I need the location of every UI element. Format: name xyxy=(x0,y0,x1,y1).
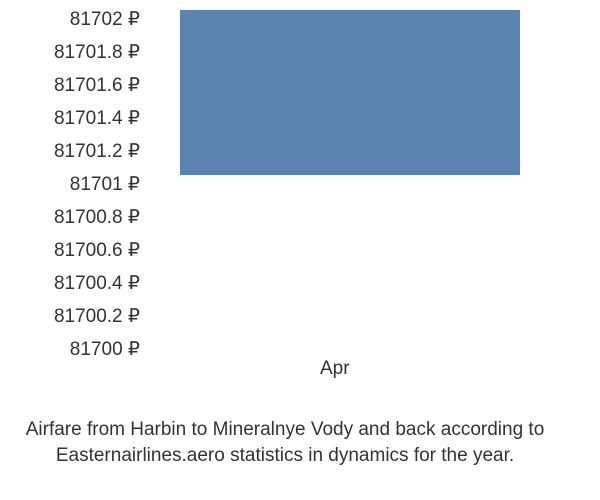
plot-area xyxy=(165,10,535,340)
y-tick-10: 81700 ₽ xyxy=(0,340,140,359)
chart-caption: Airfare from Harbin to Mineralnye Vody a… xyxy=(0,417,570,470)
y-tick-9: 81700.2 ₽ xyxy=(0,307,140,326)
y-tick-2: 81701.6 ₽ xyxy=(0,76,140,95)
y-tick-7: 81700.6 ₽ xyxy=(0,241,140,260)
y-tick-3: 81701.4 ₽ xyxy=(0,109,140,128)
bar-apr xyxy=(180,10,520,175)
x-label-apr: Apr xyxy=(320,358,350,380)
y-tick-6: 81700.8 ₽ xyxy=(0,208,140,227)
y-tick-4: 81701.2 ₽ xyxy=(0,142,140,161)
y-tick-0: 81702 ₽ xyxy=(0,10,140,29)
airfare-chart: 81702 ₽ 81701.8 ₽ 81701.6 ₽ 81701.4 ₽ 81… xyxy=(0,0,600,500)
y-tick-5: 81701 ₽ xyxy=(0,175,140,194)
y-tick-8: 81700.4 ₽ xyxy=(0,274,140,293)
y-tick-1: 81701.8 ₽ xyxy=(0,43,140,62)
